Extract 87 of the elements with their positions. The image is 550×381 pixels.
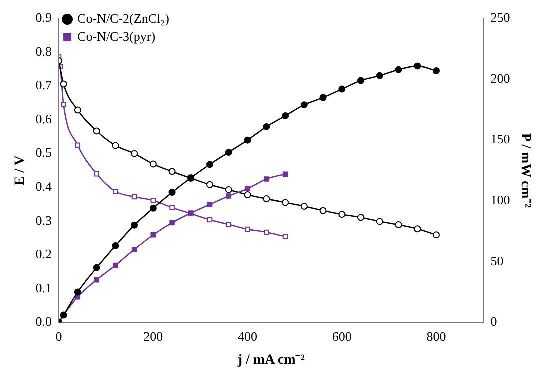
point	[61, 102, 66, 108]
x-tick-label: 800	[426, 328, 446, 344]
y2-axis-title: P / mW cm⁻²	[518, 133, 533, 208]
point	[320, 94, 327, 102]
point	[414, 226, 422, 233]
y-tick-label: 0.9	[36, 10, 52, 26]
point	[264, 176, 270, 182]
point	[414, 62, 422, 70]
y-tick-label: 0.8	[36, 44, 52, 59]
point	[320, 207, 327, 214]
x-tick-label: 600	[332, 328, 352, 344]
point	[245, 226, 250, 232]
y-tick-label: 0.2	[36, 246, 52, 262]
point	[94, 277, 100, 283]
point	[338, 211, 346, 218]
y2-tick-label: 100	[490, 192, 510, 208]
y-tick-label: 0.4	[36, 179, 53, 194]
point	[282, 172, 288, 177]
point	[168, 189, 176, 196]
y2-tick-label: 150	[490, 132, 510, 147]
point	[395, 222, 402, 229]
point	[225, 148, 232, 156]
point	[433, 232, 440, 239]
point	[150, 204, 157, 212]
point	[300, 102, 308, 109]
y-tick-label: 0.7	[36, 78, 53, 93]
y2-tick-label: 200	[490, 70, 510, 86]
y-axis-title: E / V	[13, 156, 28, 186]
y-tick-label: 0.6	[36, 111, 53, 126]
point	[338, 86, 346, 93]
point	[74, 106, 82, 114]
point	[263, 123, 270, 130]
point	[244, 192, 252, 199]
point	[226, 194, 232, 199]
point	[358, 77, 365, 84]
point	[132, 247, 138, 252]
point	[263, 196, 270, 203]
point	[376, 72, 384, 80]
point	[207, 217, 213, 223]
y-tick-label: 0.5	[36, 145, 52, 160]
point	[131, 222, 138, 229]
point	[112, 142, 120, 150]
point	[132, 194, 138, 200]
y2-tick-label: 50	[490, 253, 504, 268]
x-tick-label: 400	[238, 328, 258, 344]
point	[282, 112, 290, 120]
point	[206, 181, 214, 188]
point	[168, 168, 176, 176]
y-tick-label: 0.1	[36, 280, 52, 296]
point	[170, 205, 175, 210]
point	[433, 68, 440, 75]
y-tick-label: 0.3	[36, 212, 52, 228]
point	[60, 80, 68, 88]
point	[93, 128, 100, 135]
point	[225, 186, 232, 194]
point	[150, 160, 157, 168]
point	[376, 218, 384, 226]
point	[395, 66, 402, 74]
point	[112, 242, 120, 250]
y2-tick-label: 0	[490, 314, 498, 330]
point	[131, 150, 138, 158]
point	[226, 222, 232, 228]
x-axis-title: j / mA cm⁻²	[236, 353, 305, 368]
point	[358, 214, 365, 222]
point	[150, 198, 156, 204]
x-tick-label: 0	[56, 328, 62, 344]
point	[207, 202, 213, 208]
point	[113, 189, 118, 194]
point	[300, 202, 308, 210]
point	[170, 220, 175, 226]
point	[93, 264, 100, 272]
point	[74, 288, 82, 296]
point	[94, 171, 100, 177]
point	[245, 186, 250, 192]
point	[206, 161, 214, 168]
y-tick-label: 0.0	[36, 314, 52, 330]
point	[282, 234, 288, 240]
y2-tick-label: 250	[490, 10, 510, 26]
legend-label: Co-N/C-3(pyr)	[78, 28, 156, 44]
point	[150, 232, 156, 238]
point	[113, 262, 118, 268]
point	[264, 230, 270, 236]
point	[75, 142, 81, 148]
legend-label: Co-N/C-2(ZnCl₂)	[78, 10, 170, 26]
point	[282, 199, 290, 206]
point	[244, 136, 252, 144]
x-tick-label: 200	[144, 328, 164, 344]
